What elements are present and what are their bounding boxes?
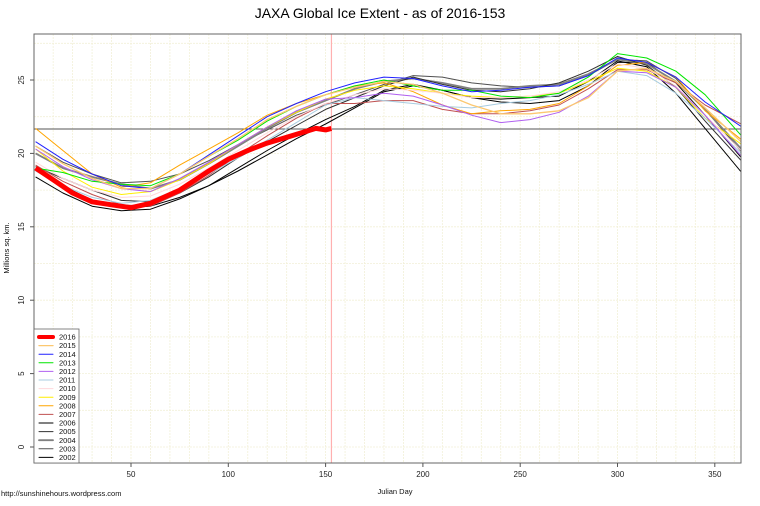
x-tick-label: 200 xyxy=(416,470,430,479)
series-line-2016 xyxy=(34,125,333,211)
x-tick-label: 150 xyxy=(319,470,333,479)
legend-label-2013: 2013 xyxy=(59,358,76,367)
legend-label-2016: 2016 xyxy=(59,333,76,342)
legend-label-2007: 2007 xyxy=(59,410,76,419)
x-tick-label: 250 xyxy=(514,470,528,479)
legend-label-2004: 2004 xyxy=(59,436,76,445)
y-tick-label: 20 xyxy=(17,148,26,157)
legend-label-2005: 2005 xyxy=(59,427,76,436)
x-tick-label: 50 xyxy=(127,470,136,479)
legend-label-2008: 2008 xyxy=(59,401,76,410)
y-tick-label: 15 xyxy=(17,222,26,231)
x-tick-label: 350 xyxy=(708,470,722,479)
plot-frame xyxy=(33,33,742,464)
series-line-2009 xyxy=(35,67,741,195)
legend-label-2014: 2014 xyxy=(59,350,76,359)
y-tick-label: 25 xyxy=(17,75,26,84)
legend-label-2012: 2012 xyxy=(59,367,76,376)
legend-box xyxy=(33,328,80,464)
legend-label-2011: 2011 xyxy=(59,376,75,385)
series-line-2004 xyxy=(35,58,741,190)
series-lines xyxy=(34,53,741,212)
x-tick-label: 100 xyxy=(222,470,236,479)
x-tick-label: 300 xyxy=(611,470,625,479)
x-axis-label: Julian Day xyxy=(377,487,412,496)
series-line-2015 xyxy=(35,67,741,190)
series-line-2010 xyxy=(35,63,741,198)
y-tick-label: 10 xyxy=(17,295,26,304)
chart-title: JAXA Global Ice Extent - as of 2016-153 xyxy=(255,5,506,21)
legend-label-2015: 2015 xyxy=(59,341,76,350)
legend-label-2009: 2009 xyxy=(59,393,76,402)
legend: 2016201520142013201220112010200920082007… xyxy=(33,328,80,464)
y-axis: 0 5 10 15 20 25 xyxy=(17,75,34,449)
y-tick-label: 0 xyxy=(17,444,26,449)
series-line-2006 xyxy=(35,60,741,212)
series-line-2008 xyxy=(35,61,741,188)
x-axis: 50 100 150 200 250 300 350 xyxy=(127,463,722,479)
series-line-2013 xyxy=(35,53,741,187)
legend-label-2002: 2002 xyxy=(59,453,76,462)
y-axis-label: Millions sq. km. xyxy=(2,222,11,273)
grid xyxy=(34,34,741,463)
legend-label-2003: 2003 xyxy=(59,444,76,453)
series-line-2003 xyxy=(35,58,741,184)
legend-label-2006: 2006 xyxy=(59,419,76,428)
reference-lines xyxy=(34,34,741,463)
source-note: http://sunshinehours.wordpress.com xyxy=(1,489,121,498)
series-line-2014 xyxy=(35,57,741,190)
y-tick-label: 5 xyxy=(17,371,26,376)
legend-label-2010: 2010 xyxy=(59,384,76,393)
